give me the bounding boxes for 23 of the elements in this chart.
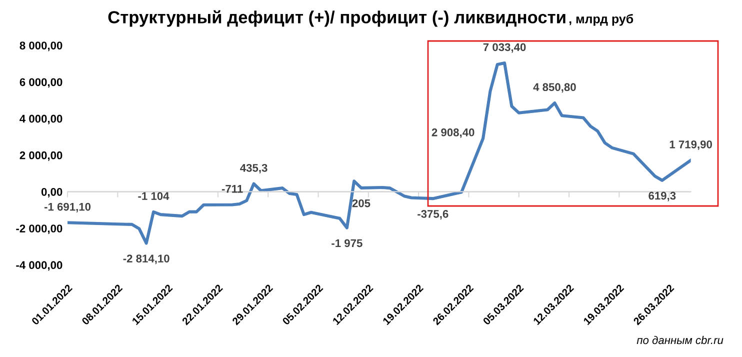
chart-subtitle: , млрд руб: [569, 14, 634, 26]
data-label: -2 814,10: [123, 254, 170, 264]
y-tick-label: -4 000,00: [16, 261, 62, 271]
y-tick-label: 4 000,00: [20, 114, 62, 124]
y-tick-label: 2 000,00: [20, 151, 62, 161]
data-label: -1 691,10: [44, 202, 91, 212]
data-label: -1 975: [332, 239, 362, 248]
y-tick-label: -2 000,00: [16, 224, 62, 234]
y-tick-label: 0,00: [41, 188, 62, 198]
data-label: 619,3: [648, 192, 676, 202]
text: по данным cbr.ru: [636, 336, 724, 344]
data-label: 205: [352, 199, 370, 208]
data-label: 2 908,40: [432, 128, 474, 138]
data-label: 1 719,90: [670, 140, 712, 150]
y-tick-label: 6 000,00: [20, 78, 62, 88]
data-label: 435,3: [240, 164, 268, 174]
data-label: -711: [222, 185, 243, 193]
data-label: 4 850,80: [533, 83, 576, 93]
y-tick-label: 8 000,00: [20, 42, 62, 52]
chart-title: Структурный дефицит (+)/ профицит (-) ликвидности: [108, 10, 566, 27]
data-label: 7 033,40: [483, 43, 526, 53]
data-label: -1 104: [138, 192, 170, 200]
data-label: -375,6: [418, 210, 448, 220]
